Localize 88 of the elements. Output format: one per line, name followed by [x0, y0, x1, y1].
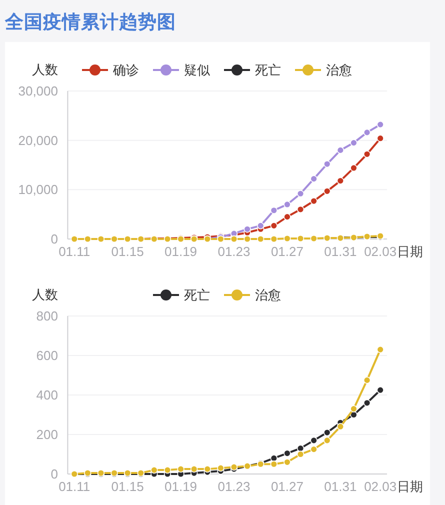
y-tick-label: 30,000	[18, 84, 58, 98]
y-tick-label: 0	[50, 232, 58, 246]
point	[270, 235, 278, 243]
point	[310, 175, 318, 182]
point	[270, 206, 278, 214]
point	[284, 234, 291, 242]
legend-label: 治愈	[326, 62, 352, 78]
point	[164, 466, 172, 474]
legend-label: 死亡	[184, 288, 210, 302]
x-axis-title: 日期	[397, 244, 423, 259]
point	[284, 213, 291, 220]
point	[177, 465, 184, 473]
point	[190, 465, 198, 473]
point	[204, 465, 211, 473]
x-tick-label: 01.23	[218, 244, 250, 259]
point	[217, 464, 224, 472]
point	[363, 376, 371, 384]
x-tick-label: 01.31	[324, 479, 357, 494]
legend-label: 疑似	[184, 62, 210, 78]
point	[363, 399, 371, 406]
x-tick-label: 01.15	[111, 479, 144, 494]
x-tick-label: 01.19	[164, 244, 198, 259]
point	[110, 235, 118, 243]
point	[296, 234, 304, 242]
y-tick-label: 800	[36, 308, 58, 324]
y-tick-label: 10,000	[18, 182, 58, 198]
x-tick-label: 01.23	[218, 479, 250, 494]
point	[376, 386, 384, 394]
point	[296, 444, 304, 452]
legend-label: 确诊	[112, 62, 139, 78]
point	[230, 235, 238, 243]
point	[376, 134, 384, 142]
x-tick-label: 01.15	[111, 244, 144, 259]
point	[244, 235, 251, 243]
y-tick-label: 200	[36, 427, 58, 442]
x-axis-title: 日期	[397, 479, 423, 494]
point	[324, 160, 331, 168]
point	[336, 177, 344, 184]
point	[270, 222, 278, 230]
x-tick-label: 01.11	[58, 479, 90, 494]
point	[310, 436, 318, 444]
point	[310, 446, 318, 453]
y-tick-label: 0	[50, 466, 58, 482]
point	[70, 235, 78, 243]
point	[284, 200, 291, 208]
point	[97, 235, 105, 243]
x-tick-label: 01.31	[324, 244, 357, 259]
point	[363, 128, 371, 136]
point	[296, 190, 304, 198]
point	[363, 150, 371, 158]
legend-label: 死亡	[255, 62, 281, 78]
point	[150, 466, 158, 474]
point	[324, 234, 331, 242]
point	[336, 146, 344, 154]
y-axis-title: 人数	[32, 62, 58, 77]
x-tick-label: 02.03	[364, 479, 397, 494]
point	[296, 206, 304, 213]
point	[350, 164, 358, 172]
point	[336, 423, 344, 430]
point	[244, 226, 251, 233]
y-tick-label: 400	[36, 388, 58, 402]
point	[376, 120, 384, 128]
point	[310, 197, 318, 205]
point	[257, 235, 264, 243]
point	[284, 458, 291, 466]
x-tick-label: 01.27	[270, 244, 304, 259]
point	[296, 450, 304, 458]
point	[350, 405, 358, 412]
x-tick-label: 01.11	[58, 244, 90, 259]
x-tick-label: 01.27	[270, 479, 304, 494]
x-tick-label: 02.03	[364, 244, 397, 259]
point	[270, 454, 278, 462]
y-tick-label: 20,000	[18, 132, 58, 148]
point	[324, 428, 331, 436]
point	[257, 222, 264, 230]
x-tick-label: 01.19	[164, 479, 198, 494]
y-axis-title: 人数	[32, 287, 58, 302]
point	[324, 188, 331, 195]
point	[376, 346, 384, 354]
y-tick-label: 600	[36, 348, 58, 363]
point	[284, 450, 291, 457]
legend-label: 治愈	[255, 288, 281, 302]
point	[84, 235, 92, 243]
point	[270, 460, 278, 468]
chart-title: 全国疫情累计趋势图	[4, 11, 176, 32]
point	[310, 234, 318, 242]
point	[324, 436, 331, 444]
point	[350, 139, 358, 146]
